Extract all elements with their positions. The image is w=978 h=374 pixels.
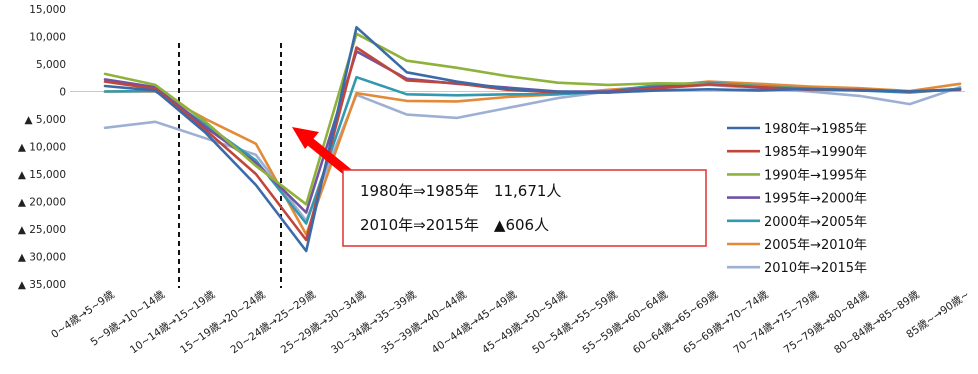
- series-line: [103, 25, 962, 253]
- annotation-box: [342, 169, 707, 247]
- legend-label: 1980年→1985年: [764, 122, 867, 137]
- x-tick-label: 50~54歳→55~59歳: [530, 288, 620, 356]
- x-tick-label: 55~59歳→60~64歳: [581, 288, 671, 356]
- legend: 1980年→1985年 1985年→1990年 1990年→1995年 1995年→2…: [727, 122, 867, 276]
- y-tick-label: ▲ 35,000: [18, 279, 66, 291]
- y-tick-label: 10,000: [29, 32, 66, 44]
- y-tick-label: 5,000: [36, 59, 66, 71]
- legend-label: 2000年→2005年: [764, 215, 867, 230]
- legend-label: 1985年→1990年: [764, 145, 867, 160]
- x-tick-label: 30~34歳→35~39歳: [329, 288, 419, 356]
- x-tick-label: 25~29歳→30~34歳: [279, 288, 369, 356]
- x-tick-label: 10~14歳→15~19歳: [128, 288, 218, 356]
- y-axis: 15,000 10,000 5,000 0 ▲ 5,000 ▲ 10,000 ▲ 15,00…: [18, 4, 66, 291]
- x-tick-label: 80~84歳→85~89歳: [832, 288, 922, 356]
- x-tick-label: 15~19歳→20~24歳: [178, 288, 268, 356]
- callout-arrow-head: [292, 127, 319, 149]
- x-tick-label: 60~64歳→65~69歳: [631, 288, 721, 356]
- y-tick-label: ▲ 15,000: [18, 169, 66, 181]
- y-tick-label: ▲ 20,000: [18, 197, 66, 209]
- y-tick-label: ▲ 10,000: [18, 142, 66, 154]
- series-lines: [103, 25, 962, 253]
- y-tick-label: 0: [59, 87, 66, 99]
- period-dividers: [178, 43, 282, 288]
- y-tick-label: 15,000: [29, 4, 66, 16]
- y-tick-label: ▲ 25,000: [18, 224, 66, 236]
- x-tick-label: 20~24歳→25~29歳: [228, 288, 318, 356]
- x-tick-label: 35~39歳→40~44歳: [379, 288, 469, 356]
- y-tick-label: ▲ 30,000: [18, 252, 66, 264]
- legend-label: 1990年→1995年: [764, 168, 867, 183]
- legend-label: 1995年→2000年: [764, 192, 867, 207]
- series-line: [103, 80, 962, 236]
- x-tick-label: 75~79歳→80~84歳: [782, 288, 872, 356]
- callout-annotation: 1980年⇒1985年 11,671人 2010年⇒2015年 ▲606人: [292, 127, 707, 247]
- x-tick-label: 40~44歳→45~49歳: [430, 288, 520, 356]
- x-tick-label: 70~74歳→75~79歳: [731, 288, 821, 356]
- legend-label: 2005年→2010年: [764, 238, 867, 253]
- annotation-line-1: 1980年⇒1985年 11,671人: [360, 182, 561, 200]
- annotation-line-2: 2010年⇒2015年 ▲606人: [360, 216, 549, 234]
- series-line: [103, 83, 962, 223]
- callout-arrow-shaft: [305, 136, 353, 178]
- y-tick-label: ▲ 5,000: [25, 114, 66, 126]
- x-tick-label: 65~69歳→70~74歳: [681, 288, 771, 356]
- legend-label: 2010年→2015年: [764, 261, 867, 276]
- x-tick-label: 45~49歳→50~54歳: [480, 288, 570, 356]
